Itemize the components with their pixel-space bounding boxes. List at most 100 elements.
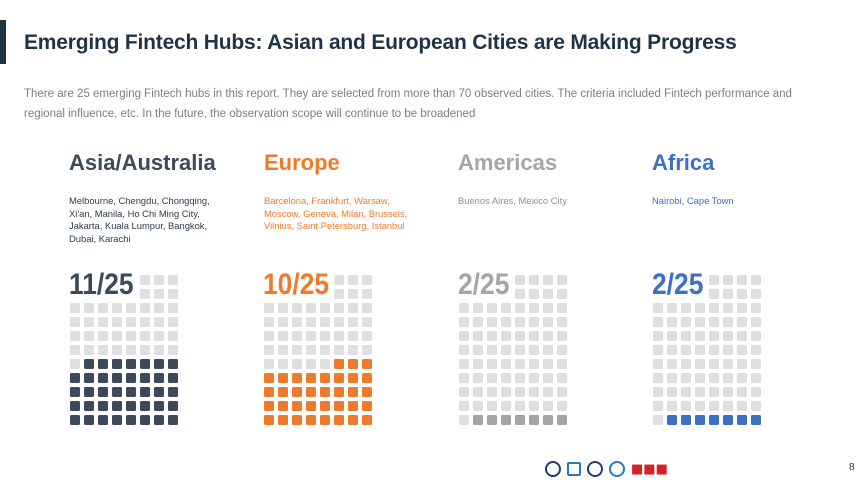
waffle-cell [154,373,164,383]
waffle-cell [681,415,691,425]
waffle-cell [126,331,136,341]
waffle-cell [168,275,178,285]
waffle-cell [751,275,761,285]
waffle-cell [709,317,719,327]
waffle-cell [737,387,747,397]
waffle-cell [557,359,567,369]
waffle-cell [459,401,469,411]
waffle-cell [306,373,316,383]
waffle-cell [723,317,733,327]
waffle-cell [695,331,705,341]
waffle-cell [487,345,497,355]
waffle-cell [84,345,94,355]
waffle-grid-asia [70,275,178,425]
waffle-cell [737,401,747,411]
waffle-cell [501,401,511,411]
waffle-cell [320,359,330,369]
waffle-cell [709,303,719,313]
waffle-cell [557,317,567,327]
waffle-cell [501,373,511,383]
waffle-cell [126,345,136,355]
waffle-cell [557,373,567,383]
waffle-cell [348,401,358,411]
waffle-cell [306,303,316,313]
waffle-cell [264,359,274,369]
waffle-cell [723,373,733,383]
region-column-europe: Europe Barcelona, Frankfurt, Warsaw, Mos… [264,150,424,257]
waffle-cell [168,331,178,341]
waffle-cell [154,415,164,425]
waffle-cell [487,317,497,327]
waffle-cell [459,373,469,383]
waffle-cell [264,331,274,341]
waffle-cell [362,359,372,369]
waffle-cell [695,373,705,383]
waffle-cell [723,345,733,355]
waffle-cell [723,359,733,369]
waffle-cell [695,415,705,425]
waffle-cell [278,317,288,327]
waffle-cell [126,359,136,369]
waffle-cell [362,345,372,355]
partner-logos: ■■■ [545,458,668,480]
waffle-cell [306,317,316,327]
waffle-cell [70,331,80,341]
waffle-cell [737,303,747,313]
waffle-cell [140,331,150,341]
waffle-cell [515,289,525,299]
waffle-cell [751,387,761,397]
hub-count: 2/25 [652,269,709,301]
waffle-cell [681,373,691,383]
waffle-cell [543,289,553,299]
waffle-cell [278,331,288,341]
waffle-cell [681,331,691,341]
hub-count: 10/25 [263,269,335,301]
waffle-cell [278,359,288,369]
waffle-cell [264,401,274,411]
waffle-cell [84,331,94,341]
waffle-cell [154,359,164,369]
waffle-cell [459,317,469,327]
waffle-cell [292,401,302,411]
waffle-cell [112,387,122,397]
waffle-cell [320,317,330,327]
waffle-cell [543,415,553,425]
waffle-cell [334,345,344,355]
waffle-cell [126,415,136,425]
region-column-africa: Africa Nairobi, Cape Town [652,150,812,257]
waffle-cell [751,317,761,327]
waffle-cell [653,401,663,411]
waffle-cell [98,373,108,383]
waffle-cell [168,317,178,327]
waffle-cell [70,359,80,369]
waffle-cell [84,317,94,327]
waffle-cell [473,415,483,425]
waffle-cell [140,415,150,425]
waffle-cell [709,359,719,369]
waffle-cell [653,303,663,313]
hub-count: 11/25 [69,269,139,301]
waffle-cell [362,387,372,397]
waffle-cell [487,303,497,313]
waffle-cell [126,387,136,397]
waffle-cell [140,373,150,383]
waffle-cell [154,289,164,299]
waffle-cell [112,331,122,341]
waffle-cell [529,387,539,397]
waffle-cell [264,415,274,425]
waffle-cell [723,331,733,341]
waffle-cell [501,345,511,355]
waffle-cell [126,401,136,411]
waffle-cell [292,373,302,383]
waffle-cell [154,345,164,355]
waffle-cell [557,289,567,299]
waffle-cell [154,275,164,285]
waffle-cell [306,345,316,355]
waffle-cell [320,373,330,383]
waffle-cell [70,415,80,425]
waffle-cell [278,345,288,355]
waffle-cell [751,401,761,411]
waffle-cell [529,317,539,327]
waffle-cell [98,331,108,341]
waffle-cell [98,401,108,411]
